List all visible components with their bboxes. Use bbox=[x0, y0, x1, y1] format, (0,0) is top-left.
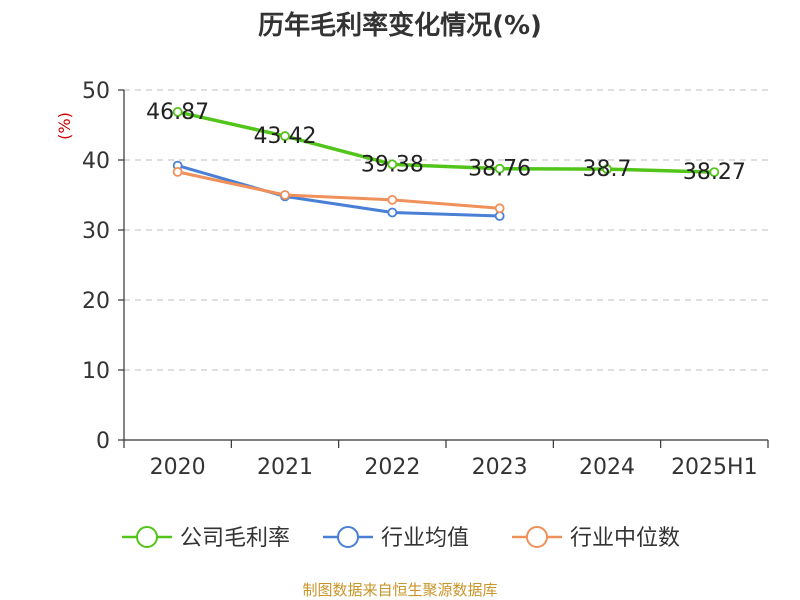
data-point bbox=[280, 190, 290, 200]
legend-label: 公司毛利率 bbox=[180, 526, 290, 551]
x-tick-label: 2023 bbox=[472, 455, 528, 480]
data-label: 38.7 bbox=[583, 157, 632, 182]
y-tick-label: 10 bbox=[82, 359, 110, 384]
data-label: 38.27 bbox=[683, 160, 746, 185]
y-axis-label: (%) bbox=[55, 112, 74, 140]
series-lines bbox=[172, 107, 720, 221]
data-label: 38.76 bbox=[468, 157, 531, 182]
series-line-1 bbox=[176, 164, 502, 218]
legend-label: 行业中位数 bbox=[570, 526, 680, 551]
legend-item: 行业中位数 bbox=[512, 526, 680, 551]
y-tick-label: 30 bbox=[82, 219, 110, 244]
legend: 公司毛利率 行业均值 行业中位数 bbox=[122, 526, 680, 551]
data-point bbox=[172, 166, 183, 177]
axes bbox=[118, 89, 769, 448]
x-tick-label: 2021 bbox=[257, 455, 313, 480]
x-tick-labels: 2020 2021 2022 2023 2024 2025H1 bbox=[150, 455, 758, 480]
legend-marker bbox=[136, 526, 158, 548]
data-label: 39.38 bbox=[361, 152, 424, 177]
data-label: 43.42 bbox=[254, 124, 317, 149]
data-point bbox=[494, 163, 505, 174]
data-point bbox=[172, 107, 183, 117]
legend-marker bbox=[337, 526, 359, 548]
y-tick-label: 40 bbox=[82, 149, 110, 174]
data-point bbox=[602, 164, 612, 175]
data-point bbox=[280, 131, 290, 141]
source-note: 制图数据来自恒生聚源数据库 bbox=[302, 581, 497, 599]
legend-item: 行业均值 bbox=[323, 526, 469, 551]
y-tick-label: 20 bbox=[82, 289, 110, 314]
grid-lines bbox=[124, 89, 768, 371]
data-label: 46.87 bbox=[146, 100, 209, 125]
legend-label: 行业均值 bbox=[381, 526, 469, 551]
x-tick-label: 2022 bbox=[364, 455, 420, 480]
data-labels: 46.87 43.42 39.38 38.76 38.7 38.27 bbox=[146, 100, 746, 185]
data-point bbox=[494, 203, 505, 214]
legend-marker bbox=[526, 526, 548, 548]
chart-title: 历年毛利率变化情况(%) bbox=[258, 10, 542, 41]
y-tick-label: 0 bbox=[96, 429, 110, 454]
data-point bbox=[709, 167, 720, 178]
x-tick-label: 2025H1 bbox=[671, 455, 758, 480]
y-tick-label: 50 bbox=[82, 79, 110, 104]
x-tick-label: 2024 bbox=[579, 455, 635, 480]
data-point bbox=[387, 159, 398, 170]
series-line-2 bbox=[176, 170, 502, 210]
data-point bbox=[387, 194, 398, 205]
x-tick-label: 2020 bbox=[150, 455, 206, 480]
y-tick-labels: 0 10 20 30 40 50 bbox=[82, 79, 110, 454]
legend-item: 公司毛利率 bbox=[122, 526, 290, 551]
series-line-0 bbox=[175, 110, 717, 174]
data-point bbox=[387, 207, 398, 218]
